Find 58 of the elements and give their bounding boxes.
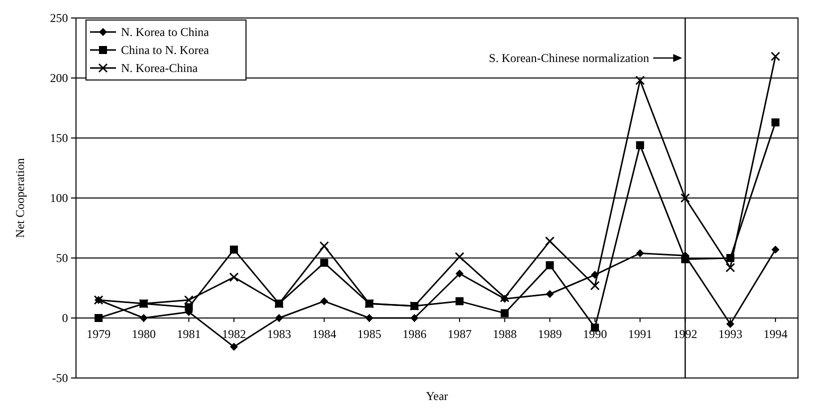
point	[726, 320, 734, 328]
x-tick-label: 1993	[718, 327, 742, 341]
x-tick-label: 1984	[312, 327, 336, 341]
x-tick-label: 1986	[402, 327, 426, 341]
point	[590, 280, 600, 290]
y-axis-title: Net Cooperation	[13, 158, 27, 238]
point	[230, 342, 238, 351]
point	[230, 246, 238, 254]
x-tick-label: 1989	[538, 327, 562, 341]
point	[275, 314, 284, 322]
point	[636, 249, 644, 258]
point	[545, 236, 555, 246]
point	[320, 297, 328, 306]
x-tick-label: 1994	[763, 327, 788, 341]
point	[680, 193, 690, 203]
legend-label: China to N. Korea	[121, 43, 210, 58]
point	[681, 255, 690, 264]
point	[410, 314, 418, 322]
x-tick-label: 1982	[222, 327, 246, 341]
y-tick-label: 200	[50, 71, 68, 86]
point	[771, 118, 780, 126]
point	[771, 246, 780, 254]
y-tick-label: 100	[50, 191, 68, 206]
x-tick-label: 1983	[267, 327, 292, 341]
point	[320, 258, 328, 267]
y-tick-label: 0	[62, 311, 68, 326]
point	[456, 270, 464, 278]
x-tick-label: 1981	[176, 327, 201, 341]
point	[229, 272, 239, 282]
point	[140, 314, 148, 322]
x-tick-label: 1979	[86, 327, 111, 341]
x-tick-label: 1980	[132, 327, 156, 341]
y-tick-label: 250	[50, 11, 68, 26]
point	[546, 290, 554, 298]
x-axis-title: Year	[426, 389, 448, 403]
point	[500, 309, 509, 318]
y-tick-label: 50	[56, 251, 68, 266]
ref-line-label: S. Korean-Chinese normalization	[488, 51, 650, 65]
point	[456, 297, 464, 306]
x-tick-label: 1988	[492, 327, 517, 341]
point	[636, 141, 644, 150]
x-tick-label: 1991	[628, 327, 652, 341]
point	[319, 241, 329, 251]
legend-label: N. Korea to China	[121, 25, 210, 40]
point	[184, 295, 194, 305]
y-tick-label: -50	[52, 371, 68, 386]
point	[365, 314, 374, 322]
point	[770, 52, 780, 62]
point	[94, 314, 103, 322]
point	[184, 303, 193, 312]
legend-label: N. Korea-China	[121, 61, 198, 76]
point	[454, 252, 464, 262]
x-tick-label: 1985	[357, 327, 382, 341]
point	[635, 76, 645, 86]
x-tick-label: 1987	[448, 327, 472, 341]
y-tick-label: 150	[50, 131, 68, 146]
point	[726, 262, 736, 272]
point	[546, 261, 554, 270]
